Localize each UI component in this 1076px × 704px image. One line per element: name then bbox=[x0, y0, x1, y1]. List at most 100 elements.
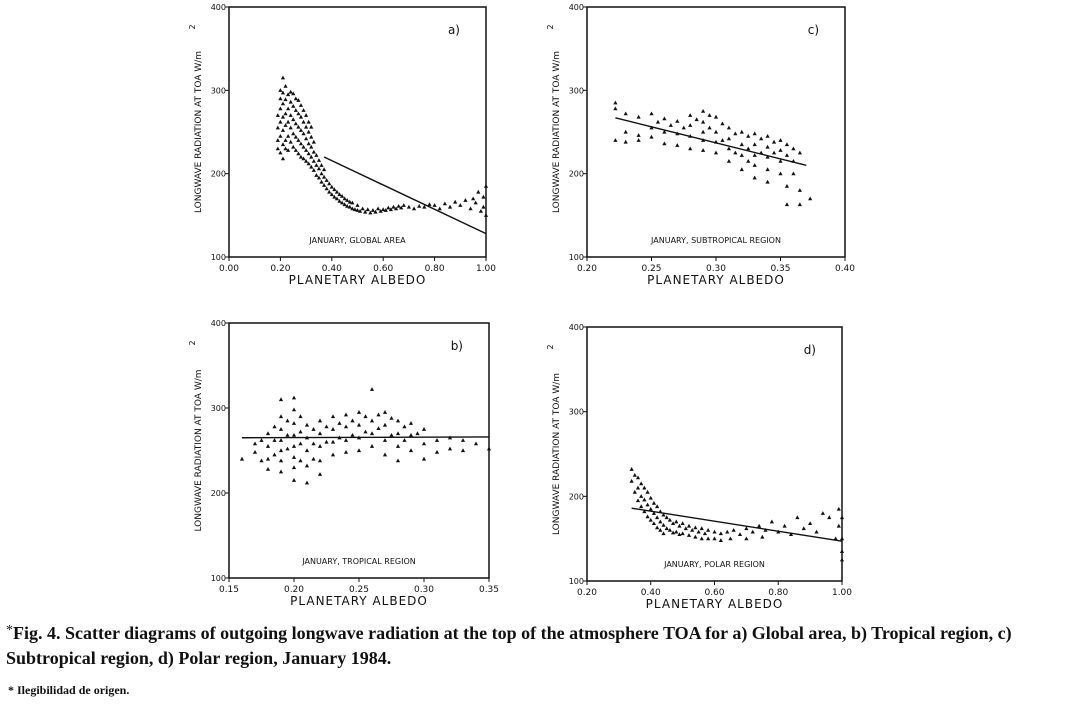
data-point bbox=[298, 429, 303, 434]
data-point bbox=[272, 438, 277, 442]
data-point bbox=[291, 144, 296, 149]
y-tick-label: 300 bbox=[569, 408, 584, 417]
data-point bbox=[389, 416, 394, 420]
data-point bbox=[655, 504, 660, 509]
caption-marker: * bbox=[6, 623, 13, 638]
data-point bbox=[623, 139, 628, 144]
data-point bbox=[636, 138, 641, 142]
data-point bbox=[690, 528, 695, 532]
data-point bbox=[765, 167, 770, 172]
data-point bbox=[280, 75, 286, 80]
data-point bbox=[675, 118, 680, 123]
data-point bbox=[350, 206, 355, 211]
data-point bbox=[368, 210, 373, 215]
data-point bbox=[460, 448, 466, 453]
data-point bbox=[298, 141, 304, 146]
plot-frame bbox=[228, 6, 487, 258]
data-point bbox=[658, 528, 663, 532]
data-point bbox=[298, 103, 304, 107]
y-tick-label: 400 bbox=[569, 323, 584, 332]
y-tick-label: 100 bbox=[569, 253, 584, 262]
data-point bbox=[259, 438, 264, 442]
data-point bbox=[383, 208, 388, 212]
data-point bbox=[345, 203, 350, 208]
panel-b: 0.15 0.20 0.25 0.30 0.35 100 200 300 400 PLANETAR… bbox=[188, 319, 499, 608]
data-point bbox=[782, 523, 787, 528]
data-point bbox=[355, 208, 360, 212]
data-point bbox=[382, 438, 388, 442]
data-point bbox=[301, 131, 306, 136]
data-point bbox=[391, 204, 396, 209]
data-point bbox=[386, 205, 391, 210]
data-point bbox=[744, 536, 749, 541]
data-point bbox=[406, 204, 411, 209]
data-point bbox=[726, 125, 731, 130]
data-point bbox=[311, 427, 316, 431]
data-point bbox=[343, 412, 349, 417]
data-point bbox=[291, 91, 296, 96]
data-point bbox=[791, 146, 796, 151]
data-point bbox=[321, 174, 327, 179]
data-point bbox=[784, 202, 790, 207]
data-point bbox=[778, 148, 783, 152]
data-point bbox=[739, 167, 744, 172]
data-point bbox=[726, 146, 731, 151]
data-point bbox=[718, 531, 723, 536]
y-axis-label-superscript: 2 bbox=[546, 344, 555, 349]
data-point bbox=[667, 517, 672, 522]
data-point bbox=[342, 202, 347, 207]
data-point bbox=[365, 207, 370, 212]
data-point bbox=[324, 439, 329, 444]
data-point bbox=[645, 502, 650, 507]
data-point bbox=[757, 523, 762, 528]
data-point bbox=[788, 532, 794, 537]
x-axis-label: PLANETARY ALBEDO bbox=[289, 273, 427, 287]
data-point bbox=[291, 421, 297, 425]
data-point bbox=[285, 446, 290, 451]
data-point bbox=[733, 150, 738, 155]
data-point bbox=[839, 549, 845, 553]
x-tick-label: 0.25 bbox=[349, 585, 369, 595]
data-point bbox=[827, 515, 832, 520]
data-point bbox=[447, 204, 453, 209]
data-point bbox=[317, 458, 323, 463]
data-point bbox=[401, 203, 406, 207]
data-point bbox=[797, 150, 802, 155]
data-point bbox=[388, 207, 394, 212]
y-tick-label: 300 bbox=[569, 86, 584, 95]
y-tick-label: 100 bbox=[211, 574, 226, 583]
x-tick-label: 0.20 bbox=[577, 264, 597, 274]
data-point bbox=[632, 472, 637, 477]
x-tick-label: 0.20 bbox=[284, 585, 304, 595]
data-point bbox=[350, 418, 355, 423]
data-point bbox=[808, 521, 813, 526]
x-tick-label: 0.40 bbox=[322, 264, 342, 274]
data-point bbox=[670, 530, 676, 535]
data-point bbox=[636, 114, 641, 119]
data-point bbox=[635, 498, 641, 503]
y-tick-label: 300 bbox=[211, 404, 226, 413]
data-point bbox=[306, 119, 311, 124]
data-point bbox=[675, 143, 680, 147]
data-point bbox=[744, 526, 749, 531]
data-point bbox=[311, 149, 316, 154]
x-tick-label: 1.00 bbox=[832, 588, 852, 598]
data-point bbox=[769, 519, 774, 524]
data-point bbox=[356, 422, 362, 427]
data-point bbox=[629, 478, 634, 483]
panel-label: a) bbox=[448, 23, 460, 37]
x-axis-label: PLANETARY ALBEDO bbox=[290, 594, 428, 608]
data-point bbox=[288, 99, 293, 104]
data-point bbox=[649, 134, 654, 139]
data-point bbox=[324, 186, 329, 191]
data-point bbox=[725, 529, 730, 534]
data-point bbox=[712, 529, 717, 534]
data-point bbox=[286, 106, 291, 111]
data-point bbox=[306, 161, 311, 166]
data-point bbox=[304, 480, 310, 485]
data-point bbox=[329, 192, 334, 197]
data-point bbox=[369, 431, 375, 436]
data-point bbox=[694, 117, 699, 122]
data-point bbox=[393, 206, 399, 211]
data-point bbox=[681, 125, 686, 130]
